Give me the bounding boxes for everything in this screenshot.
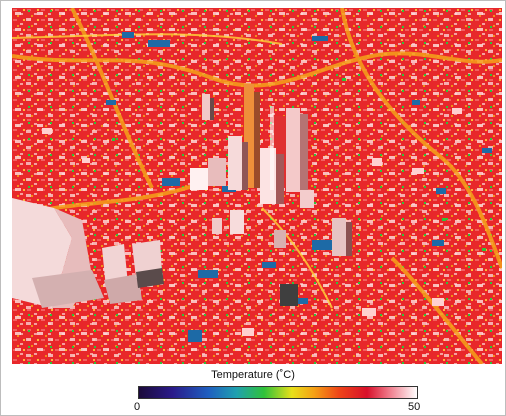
scale-min-label: 0	[134, 401, 141, 413]
thermal-city-image	[12, 8, 502, 364]
color-scale-bar	[138, 386, 418, 399]
legend-title: Temperature (˚C)	[211, 369, 295, 381]
temperature-legend: Temperature (˚C)	[0, 366, 506, 416]
scale-max-label: 50	[408, 401, 421, 413]
